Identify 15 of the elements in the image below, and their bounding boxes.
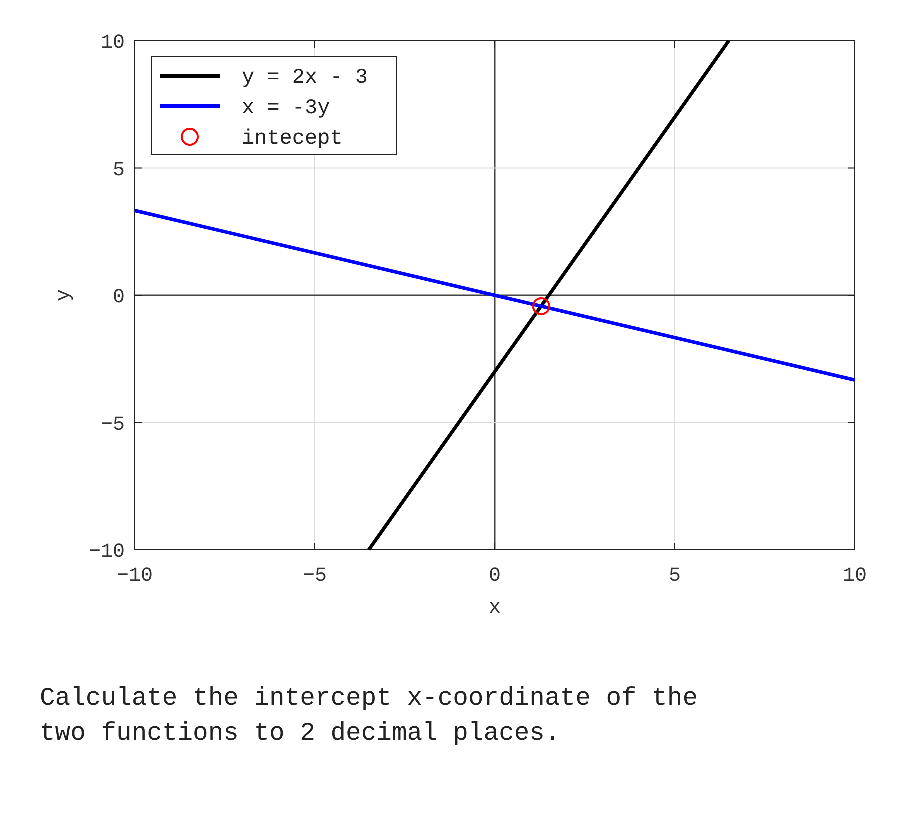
legend-label: intecept <box>242 128 343 151</box>
x-tick-label: −5 <box>302 565 328 588</box>
x-tick-label: 0 <box>488 565 502 588</box>
legend-label: y = 2x - 3 <box>242 67 368 90</box>
y-tick-label: −5 <box>100 414 125 437</box>
x-tick-label: 5 <box>668 565 682 588</box>
x-axis-title: x <box>488 597 502 620</box>
y-tick-label: 10 <box>100 32 125 55</box>
y-tick-label: 0 <box>112 286 125 310</box>
y-tick-label: 5 <box>112 159 125 182</box>
y-tick-label: −10 <box>88 541 125 564</box>
text: Calculate the intercept x-coordinate of the two functions to 2 decimal places. <box>40 684 698 748</box>
y-axis-title: y <box>53 289 76 302</box>
legend-label: x = -3y <box>242 98 330 120</box>
x-tick-label: 10 <box>842 565 868 588</box>
